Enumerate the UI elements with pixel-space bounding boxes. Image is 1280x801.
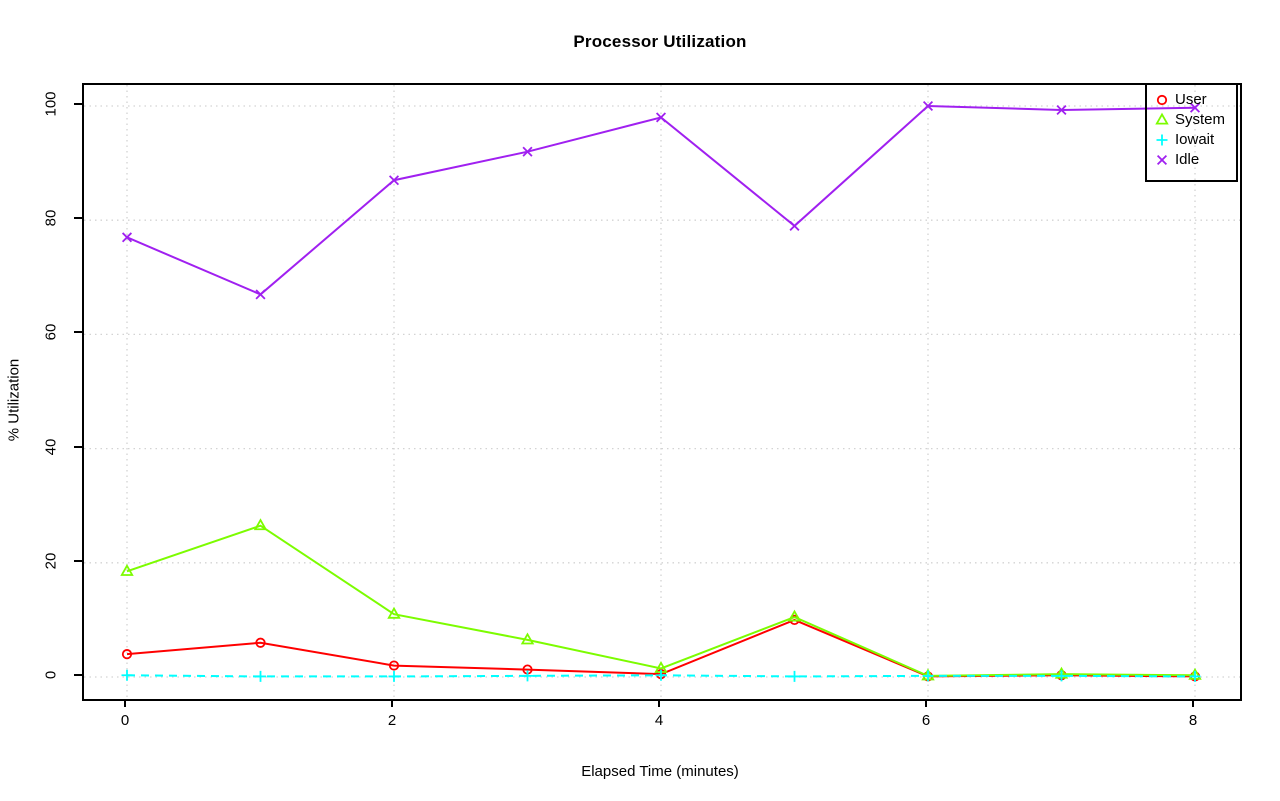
- legend-item-system: System: [1154, 110, 1236, 130]
- marker-plus: [522, 670, 533, 682]
- legend-label: System: [1175, 111, 1226, 128]
- marker-triangle: [120, 563, 134, 576]
- x-axis-tick-label: 6: [921, 712, 931, 729]
- marker-plus: [1156, 134, 1168, 146]
- y-axis-tick-label: 100: [42, 91, 60, 117]
- y-axis-tick-label: 40: [42, 438, 60, 455]
- marker-x: [922, 100, 934, 112]
- marker-circle: [121, 649, 133, 660]
- marker-x: [1056, 104, 1067, 116]
- marker-triangle: [253, 518, 268, 531]
- x-axis-tick-label: 8: [1188, 712, 1198, 729]
- legend-label: User: [1175, 91, 1207, 108]
- marker-x: [522, 146, 533, 157]
- y-axis-tick: [74, 559, 82, 562]
- legend-item-iowait: Iowait: [1154, 130, 1236, 150]
- x-axis-tick-label: 4: [654, 712, 664, 729]
- series-line-system: [126, 524, 1196, 677]
- marker-triangle: [387, 606, 401, 619]
- marker-x: [388, 175, 400, 186]
- plot-canvas: [84, 85, 1240, 699]
- x-axis-tick: [391, 699, 393, 707]
- marker-x: [1189, 102, 1201, 113]
- marker-x: [655, 112, 667, 123]
- legend-label: Iowait: [1175, 131, 1215, 148]
- marker-x: [255, 289, 266, 300]
- x-axis-tick: [124, 699, 126, 707]
- marker-plus: [1189, 670, 1201, 682]
- marker-circle: [388, 660, 400, 671]
- x-axis-tick: [658, 699, 660, 707]
- y-axis-tick-label: 20: [42, 552, 60, 570]
- plus-legend-icon: [1156, 134, 1168, 146]
- y-axis-tick: [74, 674, 82, 676]
- y-axis-tick-label: 0: [42, 670, 60, 680]
- marker-plus: [922, 670, 934, 682]
- chart-title: Processor Utilization: [573, 32, 747, 51]
- series-line-idle: [126, 104, 1196, 296]
- marker-plus: [1056, 670, 1067, 682]
- marker-x: [1156, 154, 1168, 166]
- y-axis-tick: [74, 331, 82, 334]
- marker-triangle: [787, 609, 802, 622]
- x-axis-tick-label: 2: [387, 712, 397, 729]
- legend-box: User System Iowait Idle: [1145, 83, 1238, 182]
- y-axis-title: % Utilization: [5, 358, 23, 442]
- marker-x: [121, 232, 133, 243]
- marker-plus: [255, 670, 266, 682]
- y-axis-tick-label: 80: [42, 209, 60, 227]
- x-axis-tick: [925, 699, 927, 707]
- marker-plus: [655, 669, 667, 681]
- triangle-legend-icon: [1155, 112, 1169, 125]
- y-axis-tick-label: 60: [42, 324, 60, 341]
- marker-plus: [789, 670, 800, 682]
- plot-area: User System Iowait Idle: [82, 83, 1242, 701]
- x-axis-title: Elapsed Time (minutes): [581, 763, 739, 780]
- marker-x: [789, 220, 800, 231]
- y-axis-tick: [74, 217, 82, 220]
- marker-circle: [1156, 94, 1168, 106]
- circle-legend-icon: [1156, 94, 1168, 106]
- x-axis-tick-label: 0: [120, 712, 130, 729]
- x-axis-tick: [1192, 699, 1194, 707]
- y-axis-tick: [74, 103, 82, 105]
- marker-plus: [121, 669, 133, 681]
- marker-circle: [255, 637, 266, 648]
- y-axis-tick: [74, 445, 82, 448]
- legend-label: Idle: [1175, 151, 1200, 168]
- x-legend-icon: [1156, 154, 1168, 166]
- marker-triangle: [520, 632, 535, 645]
- legend-item-idle: Idle: [1154, 150, 1236, 170]
- marker-plus: [388, 670, 400, 682]
- marker-triangle: [1155, 112, 1169, 125]
- legend-item-user: User: [1154, 90, 1236, 110]
